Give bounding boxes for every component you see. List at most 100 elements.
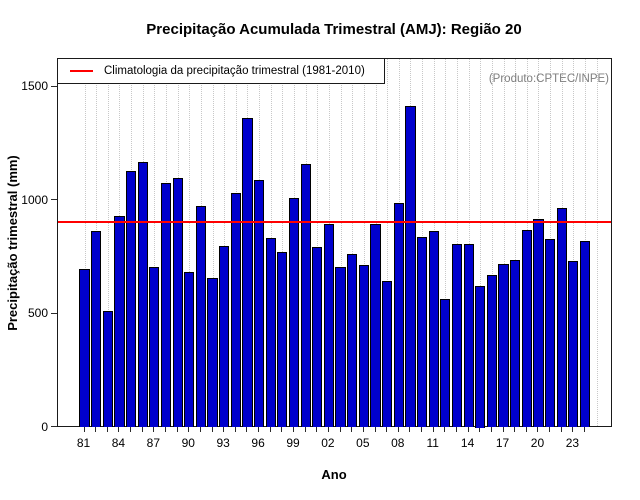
x-axis-tick	[351, 426, 353, 432]
bar-1991	[195, 206, 206, 428]
bar-2021	[545, 239, 556, 428]
bar-2015	[475, 285, 486, 428]
bar-2004	[347, 253, 358, 428]
legend-line-sample	[70, 69, 93, 72]
x-axis-tick	[467, 426, 469, 432]
x-axis-tick	[584, 426, 586, 432]
bar-2019	[521, 230, 532, 428]
bar-2016	[486, 275, 497, 428]
x-axis-tick	[397, 426, 399, 432]
bar-1984	[114, 216, 125, 428]
gridline	[456, 58, 458, 426]
bar-1996	[254, 180, 265, 428]
bar-2012	[440, 299, 451, 428]
y-tick-label-500: 500	[27, 306, 48, 320]
bar-1998	[277, 251, 288, 428]
x-axis-tick	[304, 426, 306, 432]
gridline	[596, 58, 598, 426]
bar-1993	[219, 245, 230, 428]
x-axis-tick	[106, 426, 108, 432]
x-axis-tick	[421, 426, 423, 432]
gridline	[573, 58, 575, 426]
bar-2020	[533, 218, 544, 428]
x-axis-tick	[95, 426, 97, 432]
x-axis-label: Ano	[321, 467, 347, 482]
x-tick-label-84: 84	[111, 435, 126, 450]
x-axis-tick	[374, 426, 376, 432]
x-axis-tick	[234, 426, 236, 432]
x-axis-tick	[316, 426, 318, 432]
x-axis-tick	[164, 426, 166, 432]
x-axis-tick	[293, 426, 295, 432]
gridline	[387, 58, 389, 426]
gridline	[340, 58, 342, 426]
x-tick-label-93: 93	[216, 435, 230, 450]
gridline	[189, 58, 191, 426]
x-tick-label-90: 90	[181, 435, 195, 450]
gridline	[503, 58, 505, 426]
bar-1986	[137, 161, 148, 428]
x-tick-label-96: 96	[251, 435, 265, 450]
gridline	[363, 58, 365, 426]
bar-2017	[498, 264, 509, 428]
gridline	[317, 58, 319, 426]
bar-2007	[382, 281, 393, 428]
gridline	[212, 58, 214, 426]
x-axis-tick	[176, 426, 178, 432]
bar-1982	[91, 231, 102, 428]
source-annotation: (Produto:CPTEC/INPE)	[488, 73, 609, 85]
x-tick-label-81: 81	[76, 435, 91, 450]
x-axis-tick	[130, 426, 132, 432]
gridline	[224, 58, 226, 426]
bar-2009	[405, 106, 416, 428]
x-axis-tick	[223, 426, 225, 432]
bar-1983	[102, 310, 113, 428]
x-axis-tick	[409, 426, 411, 432]
bar-1987	[149, 267, 160, 428]
bar-1994	[230, 192, 241, 428]
x-axis-tick	[83, 426, 85, 432]
bar-1997	[265, 237, 276, 428]
climatology-line	[58, 221, 611, 224]
plot-area	[57, 57, 612, 428]
bar-1999	[288, 198, 300, 428]
x-axis-tick	[572, 426, 574, 432]
y-axis-tick	[51, 199, 57, 200]
gridline	[515, 58, 517, 426]
bar-1988	[160, 183, 172, 428]
x-tick-label-02: 02	[321, 435, 335, 450]
y-axis-tick	[51, 312, 57, 314]
bar-1990	[184, 272, 195, 428]
x-axis-tick	[455, 426, 457, 432]
x-axis-tick	[153, 426, 155, 432]
x-tick-label-11: 11	[426, 435, 439, 450]
bar-1989	[172, 177, 183, 428]
x-axis-tick	[432, 426, 434, 432]
x-tick-label-99: 99	[286, 435, 300, 450]
x-axis-tick	[141, 426, 143, 432]
x-axis-tick	[386, 426, 388, 432]
bar-2022	[556, 208, 567, 428]
x-tick-label-20: 20	[530, 435, 545, 450]
gridline	[107, 58, 109, 426]
x-tick-label-87: 87	[146, 435, 160, 450]
bar-1992	[207, 277, 218, 428]
bar-2001	[312, 247, 323, 428]
y-tick-label-1000: 1000	[21, 192, 48, 207]
bar-2013	[451, 243, 463, 428]
gridline	[282, 58, 284, 426]
chart-title: Precipitação Acumulada Trimestral (AMJ):…	[146, 21, 522, 38]
y-axis-tick	[51, 426, 57, 427]
bar-2018	[510, 259, 521, 428]
x-axis-tick	[258, 426, 260, 432]
x-axis-tick	[327, 426, 329, 432]
bar-1985	[125, 170, 137, 428]
x-tick-label-23: 23	[565, 435, 580, 450]
gridline	[445, 58, 447, 426]
y-tick-label-0: 0	[41, 419, 48, 434]
bar-2006	[370, 224, 381, 428]
x-axis-tick	[560, 426, 562, 432]
bar-2000	[300, 164, 311, 428]
x-axis-tick	[490, 426, 492, 432]
x-axis-tick	[502, 426, 504, 432]
